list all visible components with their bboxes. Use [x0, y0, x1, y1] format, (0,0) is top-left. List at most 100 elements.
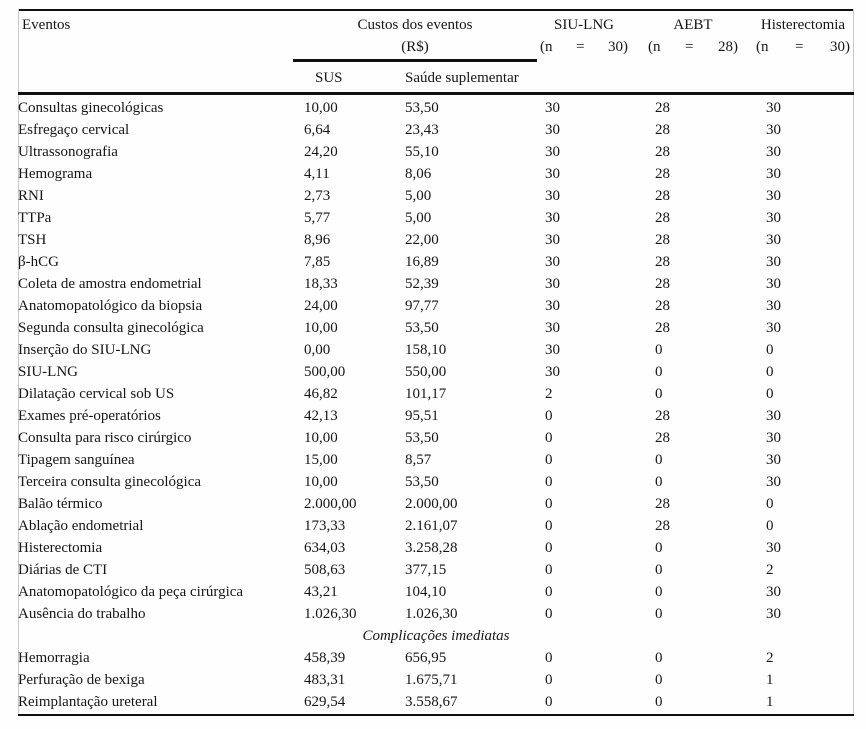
saude-cell: 1.675,71	[405, 671, 458, 688]
siu-cell: 0	[545, 429, 553, 446]
aebt-cell: 28	[655, 253, 670, 270]
subcolumn-header-sus: SUS	[315, 70, 343, 86]
table-row: Ablação endometrial 173,33 2.161,07 0 28 0	[18, 515, 854, 537]
saude-cell: 550,00	[405, 363, 447, 380]
event-cell: Anatomopatológico da biopsia	[18, 297, 203, 314]
rule-custos-underline	[293, 59, 537, 62]
table-row: β-hCG 7,85 16,89 30 28 30	[18, 251, 854, 273]
siu-cell: 2	[545, 385, 553, 402]
aebt-cell: 0	[655, 649, 663, 666]
aebt-cell: 28	[655, 187, 670, 204]
table-row: Consultas ginecológicas 10,00 53,50 30 28 30	[18, 97, 854, 119]
hist-cell: 2	[766, 561, 774, 578]
table-row: Tipagem sanguínea 15,00 8,57 0 0 30	[18, 449, 854, 471]
aebt-cell: 0	[655, 561, 663, 578]
costs-table: Consultas ginecológicas 10,00 53,50 30 28 30 E…	[18, 97, 854, 713]
n-value: 30)	[830, 39, 850, 55]
hist-cell: 30	[766, 605, 781, 622]
siu-cell: 0	[545, 495, 553, 512]
aebt-cell: 0	[655, 385, 663, 402]
saude-cell: 53,50	[405, 429, 439, 446]
siu-cell: 0	[545, 517, 553, 534]
event-cell: RNI	[18, 187, 44, 204]
aebt-cell: 28	[655, 429, 670, 446]
sus-cell: 1.026,30	[304, 605, 357, 622]
event-cell: Segunda consulta ginecológica	[18, 319, 204, 336]
event-cell: Ultrassonografia	[18, 143, 118, 160]
aebt-cell: 0	[655, 583, 663, 600]
n-open: (n	[540, 39, 553, 55]
saude-cell: 377,15	[405, 561, 447, 578]
event-cell: Tipagem sanguínea	[18, 451, 135, 468]
saude-cell: 656,95	[405, 649, 447, 666]
siu-cell: 0	[545, 561, 553, 578]
siu-cell: 30	[545, 363, 560, 380]
group-name: SIU-LNG	[554, 17, 614, 33]
aebt-cell: 0	[655, 671, 663, 688]
saude-cell: 95,51	[405, 407, 439, 424]
siu-cell: 0	[545, 671, 553, 688]
sus-cell: 24,00	[304, 297, 338, 314]
event-cell: Hemograma	[18, 165, 93, 182]
hist-cell: 30	[766, 473, 781, 490]
table-row: SIU-LNG 500,00 550,00 30 0 0	[18, 361, 854, 383]
sus-cell: 6,64	[304, 121, 331, 138]
event-cell: Coleta de amostra endometrial	[18, 275, 202, 292]
hist-cell: 2	[766, 649, 774, 666]
column-header-eventos: Eventos	[22, 17, 71, 33]
aebt-cell: 28	[655, 121, 670, 138]
event-cell: Terceira consulta ginecológica	[18, 473, 202, 490]
saude-cell: 2.161,07	[405, 517, 458, 534]
sus-cell: 10,00	[304, 429, 338, 446]
sus-cell: 46,82	[304, 385, 338, 402]
sus-cell: 483,31	[304, 671, 346, 688]
table-row: Ultrassonografia 24,20 55,10 30 28 30	[18, 141, 854, 163]
section-label: Complicações imediatas	[362, 627, 510, 644]
table-row: Ausência do trabalho 1.026,30 1.026,30 0 0 30	[18, 603, 854, 625]
event-cell: Anatomopatológico da peça cirúrgica	[18, 583, 244, 600]
sus-cell: 0,00	[304, 341, 331, 358]
event-cell: Histerectomia	[18, 539, 103, 556]
table-row: RNI 2,73 5,00 30 28 30	[18, 185, 854, 207]
siu-cell: 0	[545, 605, 553, 622]
sus-cell: 15,00	[304, 451, 338, 468]
rule-header-bottom	[18, 92, 854, 95]
n-open: (n	[756, 39, 769, 55]
aebt-cell: 0	[655, 693, 663, 710]
aebt-cell: 0	[655, 605, 663, 622]
table-row: Exames pré-operatórios 42,13 95,51 0 28 30	[18, 405, 854, 427]
event-cell: Inserção do SIU-LNG	[18, 341, 152, 358]
hist-cell: 30	[766, 187, 781, 204]
siu-cell: 30	[545, 341, 560, 358]
saude-cell: 53,50	[405, 99, 439, 116]
column-header-siu-lng: SIU-LNG (n = 30)	[540, 17, 628, 56]
table-row: Reimplantação ureteral 629,54 3.558,67 0 0 1	[18, 691, 854, 713]
hist-cell: 30	[766, 407, 781, 424]
frame-left	[18, 9, 19, 716]
sus-cell: 8,96	[304, 231, 331, 248]
section-row: Complicações imediatas	[18, 625, 854, 647]
sus-cell: 18,33	[304, 275, 338, 292]
table-row: Balão térmico 2.000,00 2.000,00 0 28 0	[18, 493, 854, 515]
subcolumn-header-saude-suplementar: Saúde suplementar	[405, 70, 519, 86]
siu-cell: 0	[545, 649, 553, 666]
event-cell: Esfregaço cervical	[18, 121, 130, 138]
event-cell: Dilatação cervical sob US	[18, 385, 175, 402]
event-cell: Ablação endometrial	[18, 517, 144, 534]
sus-cell: 508,63	[304, 561, 346, 578]
table-row: Segunda consulta ginecológica 10,00 53,50 3…	[18, 317, 854, 339]
hist-cell: 30	[766, 231, 781, 248]
table-row: Diárias de CTI 508,63 377,15 0 0 2	[18, 559, 854, 581]
siu-cell: 0	[545, 583, 553, 600]
rule-bottom	[18, 714, 854, 716]
hist-cell: 0	[766, 341, 774, 358]
hist-cell: 1	[766, 693, 774, 710]
sus-cell: 2.000,00	[304, 495, 357, 512]
siu-cell: 30	[545, 319, 560, 336]
aebt-cell: 28	[655, 275, 670, 292]
siu-cell: 30	[545, 275, 560, 292]
table-row: Inserção do SIU-LNG 0,00 158,10 30 0 0	[18, 339, 854, 361]
sus-cell: 7,85	[304, 253, 331, 270]
hist-cell: 0	[766, 495, 774, 512]
hist-cell: 0	[766, 385, 774, 402]
